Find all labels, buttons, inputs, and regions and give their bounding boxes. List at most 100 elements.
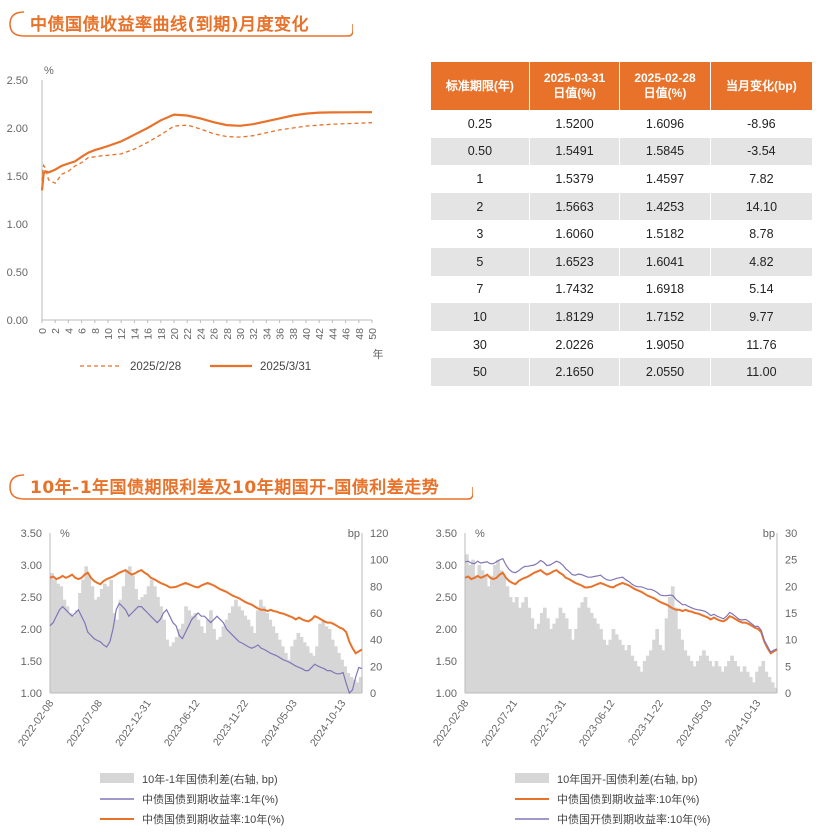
spread-bar (546, 618, 550, 693)
spread-bar (524, 597, 528, 693)
legend-label: 中债国债到期收益率:10年(%) (142, 812, 284, 826)
spread-bar (748, 677, 753, 693)
yield-table: 标准期限(年) 2025-03-31 日值(%) 2025-02-28 日值(%… (431, 62, 812, 386)
left-tick-label: 1.50 (21, 656, 42, 668)
spread-bar (514, 597, 519, 693)
spread-bar (646, 655, 650, 693)
x-tick-label: 0 (37, 328, 49, 334)
table-cell-tenor: 0.50 (431, 137, 530, 166)
spread-bar (231, 606, 235, 693)
spread-bar (93, 599, 98, 693)
x-tick-label: 14 (129, 328, 141, 340)
spread-bar (265, 613, 269, 693)
x-tick-label: 2022-12-31 (528, 698, 569, 749)
spread-bar (683, 650, 688, 693)
table-row: 3 1.6060 1.5182 8.78 (431, 220, 812, 248)
spread-bar (624, 650, 628, 693)
table-header-change: 当月变化(bp) (710, 62, 812, 110)
spread-bar (56, 583, 60, 693)
x-tick-label: 36 (275, 328, 287, 340)
x-tick-label: 2022-02-08 (16, 698, 57, 749)
left-axis-unit-label: % (475, 528, 485, 540)
spread-bar (290, 646, 294, 693)
title-bracket-decoration (9, 11, 353, 37)
spread-bar (539, 613, 544, 693)
spread-bar (577, 607, 581, 693)
spread-bar (477, 565, 482, 693)
x-tick-label: 2023-06-12 (162, 698, 203, 749)
spread-bar (574, 629, 578, 693)
spread-bar (193, 613, 198, 693)
x-tick-label: 2022-07-08 (64, 698, 105, 749)
right-tick-label: 0 (785, 688, 791, 700)
table-cell-mar31: 1.5379 (529, 165, 621, 193)
spread-bar (240, 610, 244, 693)
x-axis-unit-label: 年 (373, 347, 384, 361)
table-cell-change: 11.76 (710, 330, 812, 359)
spread-bar (652, 639, 656, 693)
spread-bar (667, 597, 672, 693)
table-cell-feb28: 1.7152 (619, 303, 711, 331)
spread-bar (177, 629, 182, 693)
spread-bar (739, 671, 744, 693)
spread-bar (745, 671, 750, 693)
spread-bar (340, 659, 344, 693)
table-cell-mar31: 2.0226 (529, 330, 621, 359)
x-tick-label: 12 (116, 328, 128, 340)
spread-bar (112, 613, 117, 693)
spread-bar (237, 606, 241, 693)
spread-bar (271, 626, 276, 693)
spread-bar (355, 682, 360, 693)
spread-bar (128, 566, 132, 693)
spread-bar (349, 677, 354, 693)
spread-bar (511, 602, 516, 693)
spread-bar (103, 583, 107, 693)
spread-bar (246, 619, 251, 693)
table-row: 1 1.5379 1.4597 7.82 (431, 165, 812, 193)
spread-bar (536, 623, 541, 693)
spread-bar (137, 599, 142, 693)
spread-bar (755, 671, 759, 693)
spread-bar (627, 645, 631, 693)
right-axis-unit-label: bp (348, 528, 360, 540)
spread-bar (661, 650, 666, 693)
section-title-text: 中债国债收益率曲线(到期)月度变化 (30, 15, 310, 35)
spread-bar (583, 597, 588, 693)
table-cell-feb28: 1.6918 (619, 275, 711, 304)
spread-bar (555, 618, 560, 693)
x-tick-label: 30 (235, 328, 247, 340)
x-tick-label: 44 (327, 328, 339, 340)
x-tick-label: 4 (63, 328, 75, 334)
spread-bar (162, 619, 166, 693)
legend-label: 2025/3/31 (260, 361, 311, 373)
left-tick-label: 2.00 (436, 624, 457, 636)
spread-bar (773, 687, 778, 693)
legend-label: 10年国开-国债利差(右轴, bp) (557, 772, 698, 786)
spread-bar (752, 682, 756, 693)
spread-bar (708, 661, 713, 693)
x-tick-label: 2023-11-22 (626, 698, 666, 748)
left-tick-label: 1.00 (21, 688, 42, 700)
spread-bar (608, 639, 613, 693)
left-tick-label: 3.00 (21, 560, 42, 572)
spread-bar (333, 646, 338, 693)
spread-bar (59, 586, 64, 693)
left-tick-label: 3.00 (436, 560, 457, 572)
spread-bar (84, 566, 88, 693)
spread-bar (315, 646, 319, 693)
table-cell-tenor: 0.25 (431, 110, 530, 138)
table-cell-tenor: 30 (431, 330, 530, 359)
spread-bar (552, 623, 557, 693)
spread-bar (611, 629, 616, 693)
right-tick-label: 120 (370, 528, 388, 540)
spread-bar (118, 599, 123, 693)
series-line-中债国债到期收益率:10年(%) (464, 568, 778, 655)
x-tick-label: 34 (261, 328, 273, 340)
spread-bar (614, 634, 619, 693)
spread-bar (99, 589, 104, 693)
legend-swatch (515, 773, 549, 783)
spread-bar (68, 613, 73, 693)
spread-bar (586, 607, 591, 693)
spread-bar (639, 671, 644, 693)
left-tick-label: 2.00 (21, 624, 42, 636)
